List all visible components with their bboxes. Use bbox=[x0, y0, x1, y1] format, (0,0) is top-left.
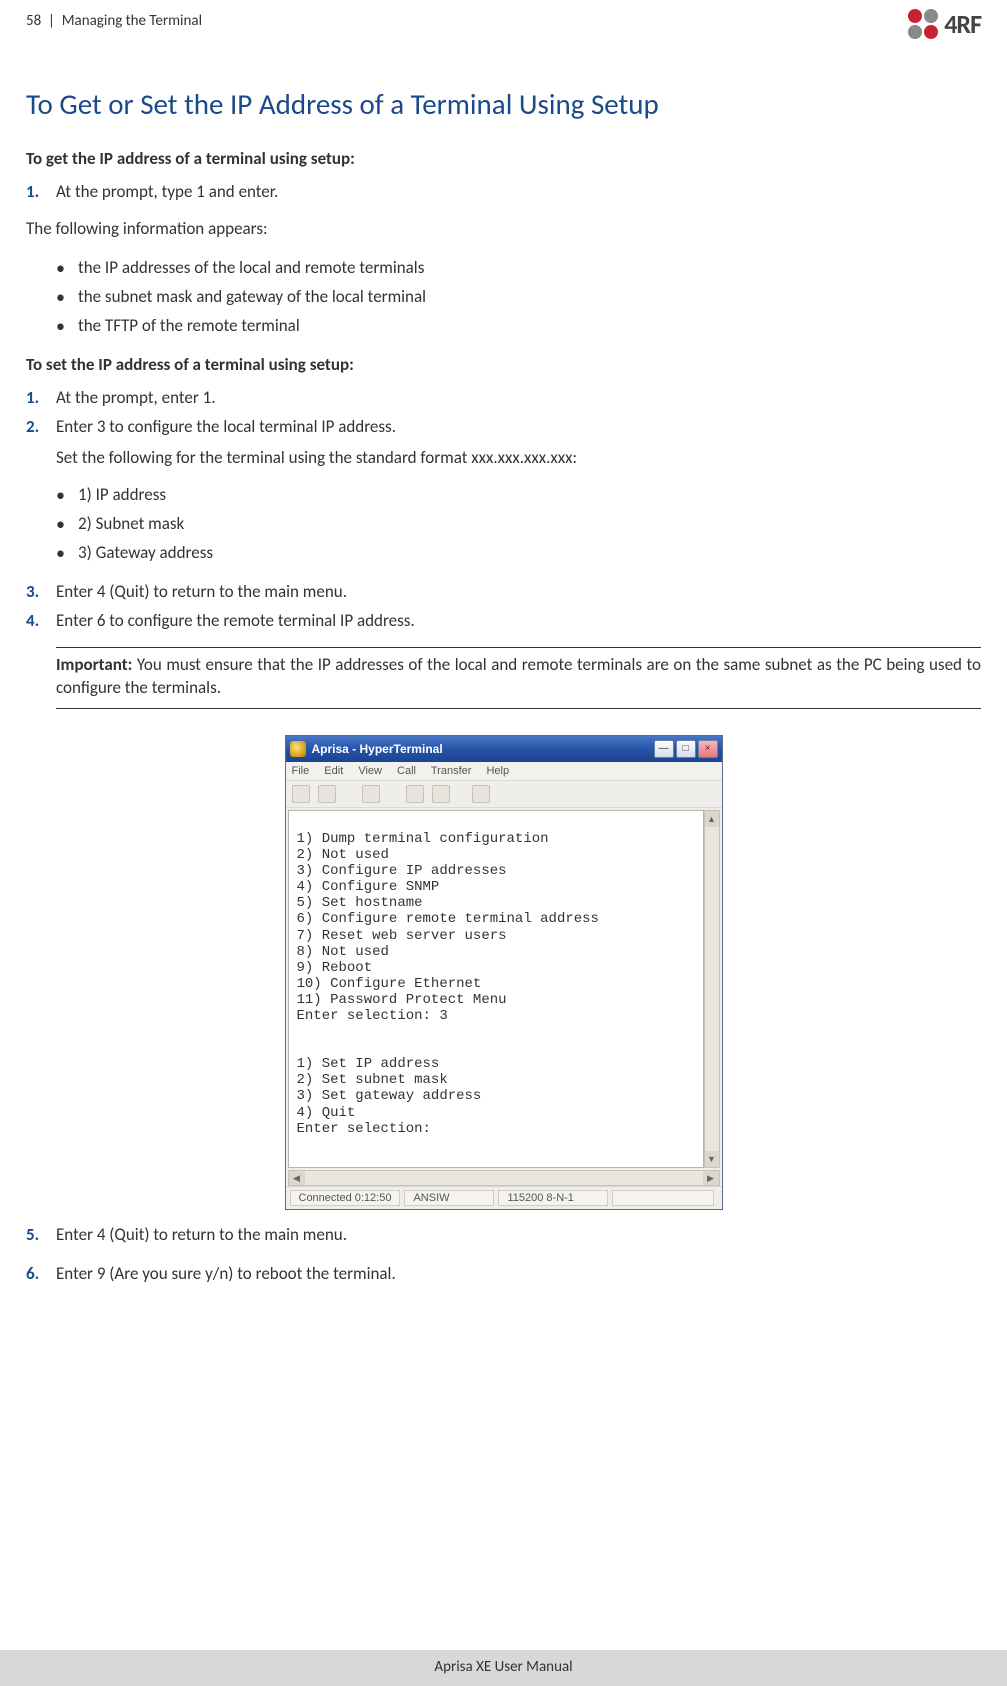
step-number: 5. bbox=[26, 1224, 56, 1245]
list-item: the TFTP of the remote terminal bbox=[56, 315, 981, 336]
logo-text: 4RF bbox=[944, 8, 981, 40]
menu-edit[interactable]: Edit bbox=[324, 765, 343, 777]
list-item: the IP addresses of the local and remote… bbox=[56, 257, 981, 278]
hyperterminal-window: Aprisa - HyperTerminal — □ × File Edit V… bbox=[285, 735, 723, 1210]
step-text: Enter 6 to configure the remote terminal… bbox=[56, 610, 981, 631]
header-separator: | bbox=[48, 12, 55, 30]
menu-help[interactable]: Help bbox=[486, 765, 509, 777]
menu-call[interactable]: Call bbox=[397, 765, 416, 777]
step-subtext: Set the following for the terminal using… bbox=[56, 447, 981, 468]
menu-view[interactable]: View bbox=[358, 765, 382, 777]
page-title: To Get or Set the IP Address of a Termin… bbox=[26, 86, 981, 122]
list-item: 1. At the prompt, type 1 and enter. bbox=[26, 181, 981, 202]
page-header: 58 | Managing the Terminal 4RF bbox=[26, 12, 981, 40]
window-title: Aprisa - HyperTerminal bbox=[312, 742, 443, 756]
menu-transfer[interactable]: Transfer bbox=[431, 765, 472, 777]
header-left: 58 | Managing the Terminal bbox=[26, 12, 202, 30]
terminal-outer: 1) Dump terminal configuration 2) Not us… bbox=[286, 808, 722, 1170]
important-label: Important: bbox=[56, 654, 132, 675]
list-item: 6. Enter 9 (Are you sure y/n) to reboot … bbox=[26, 1263, 981, 1284]
info-appears: The following information appears: bbox=[26, 218, 981, 239]
step-text: Enter 9 (Are you sure y/n) to reboot the… bbox=[56, 1263, 981, 1284]
close-button[interactable]: × bbox=[698, 740, 718, 758]
page-number: 58 bbox=[26, 12, 41, 30]
scroll-down-icon[interactable]: ▼ bbox=[705, 1151, 719, 1167]
menu-file[interactable]: File bbox=[292, 765, 310, 777]
toolbar-button[interactable] bbox=[406, 785, 424, 803]
minimize-button[interactable]: — bbox=[654, 740, 674, 758]
list-item: 2. Enter 3 to configure the local termin… bbox=[26, 416, 981, 468]
step-number: 1. bbox=[26, 387, 56, 408]
toolbar bbox=[286, 780, 722, 808]
scroll-left-icon[interactable]: ◀ bbox=[289, 1171, 305, 1185]
page: 58 | Managing the Terminal 4RF To Get or… bbox=[0, 0, 1007, 1610]
list-item: the subnet mask and gateway of the local… bbox=[56, 286, 981, 307]
header-section: Managing the Terminal bbox=[62, 12, 202, 30]
list-item: 4. Enter 6 to configure the remote termi… bbox=[26, 610, 981, 631]
scroll-right-icon[interactable]: ▶ bbox=[703, 1171, 719, 1185]
screenshot-figure: Aprisa - HyperTerminal — □ × File Edit V… bbox=[26, 735, 981, 1210]
set-steps-list-b: 3. Enter 4 (Quit) to return to the main … bbox=[26, 581, 981, 631]
terminal-output[interactable]: 1) Dump terminal configuration 2) Not us… bbox=[288, 810, 704, 1168]
toolbar-button[interactable] bbox=[362, 785, 380, 803]
logo: 4RF bbox=[908, 8, 981, 40]
step-text: At the prompt, enter 1. bbox=[56, 387, 981, 408]
page-footer: Aprisa XE User Manual bbox=[0, 1650, 1007, 1686]
set-steps-list-c: 5. Enter 4 (Quit) to return to the main … bbox=[26, 1224, 981, 1284]
window-controls: — □ × bbox=[654, 740, 718, 758]
format-bullets: 1) IP address 2) Subnet mask 3) Gateway … bbox=[26, 484, 981, 563]
toolbar-button[interactable] bbox=[292, 785, 310, 803]
list-item: 2) Subnet mask bbox=[56, 513, 981, 534]
important-text: You must ensure that the IP addresses of… bbox=[56, 654, 981, 698]
app-icon bbox=[290, 741, 306, 757]
list-item: 3. Enter 4 (Quit) to return to the main … bbox=[26, 581, 981, 602]
step-number: 2. bbox=[26, 416, 56, 468]
list-item: 5. Enter 4 (Quit) to return to the main … bbox=[26, 1224, 981, 1245]
step-number: 4. bbox=[26, 610, 56, 631]
get-steps-list: 1. At the prompt, type 1 and enter. bbox=[26, 181, 981, 202]
step-text-line: Enter 3 to configure the local terminal … bbox=[56, 416, 396, 437]
info-bullets: the IP addresses of the local and remote… bbox=[26, 257, 981, 336]
step-number: 1. bbox=[26, 181, 56, 202]
step-text: Enter 4 (Quit) to return to the main men… bbox=[56, 581, 981, 602]
status-bar: Connected 0:12:50 ANSIW 115200 8-N-1 bbox=[286, 1186, 722, 1209]
scroll-up-icon[interactable]: ▲ bbox=[705, 811, 719, 827]
status-emulation: ANSIW bbox=[404, 1190, 494, 1206]
horizontal-scrollbar[interactable]: ◀ ▶ bbox=[288, 1170, 720, 1186]
logo-dots-icon bbox=[908, 9, 938, 39]
menu-bar: File Edit View Call Transfer Help bbox=[286, 762, 722, 780]
step-text: At the prompt, type 1 and enter. bbox=[56, 181, 981, 202]
step-number: 3. bbox=[26, 581, 56, 602]
status-empty bbox=[612, 1190, 713, 1206]
step-text: Enter 4 (Quit) to return to the main men… bbox=[56, 1224, 981, 1245]
step-number: 6. bbox=[26, 1263, 56, 1284]
window-titlebar: Aprisa - HyperTerminal — □ × bbox=[286, 736, 722, 762]
titlebar-left: Aprisa - HyperTerminal bbox=[290, 741, 443, 757]
set-steps-list-a: 1. At the prompt, enter 1. 2. Enter 3 to… bbox=[26, 387, 981, 468]
status-connected: Connected 0:12:50 bbox=[290, 1190, 401, 1206]
get-heading: To get the IP address of a terminal usin… bbox=[26, 148, 981, 169]
maximize-button[interactable]: □ bbox=[676, 740, 696, 758]
toolbar-button[interactable] bbox=[318, 785, 336, 803]
list-item: 1) IP address bbox=[56, 484, 981, 505]
toolbar-button[interactable] bbox=[472, 785, 490, 803]
status-baud: 115200 8-N-1 bbox=[498, 1190, 608, 1206]
toolbar-button[interactable] bbox=[432, 785, 450, 803]
important-note: Important: You must ensure that the IP a… bbox=[56, 647, 981, 709]
vertical-scrollbar[interactable]: ▲ ▼ bbox=[704, 810, 720, 1168]
list-item: 3) Gateway address bbox=[56, 542, 981, 563]
list-item: 1. At the prompt, enter 1. bbox=[26, 387, 981, 408]
set-heading: To set the IP address of a terminal usin… bbox=[26, 354, 981, 375]
step-text: Enter 3 to configure the local terminal … bbox=[56, 416, 981, 468]
